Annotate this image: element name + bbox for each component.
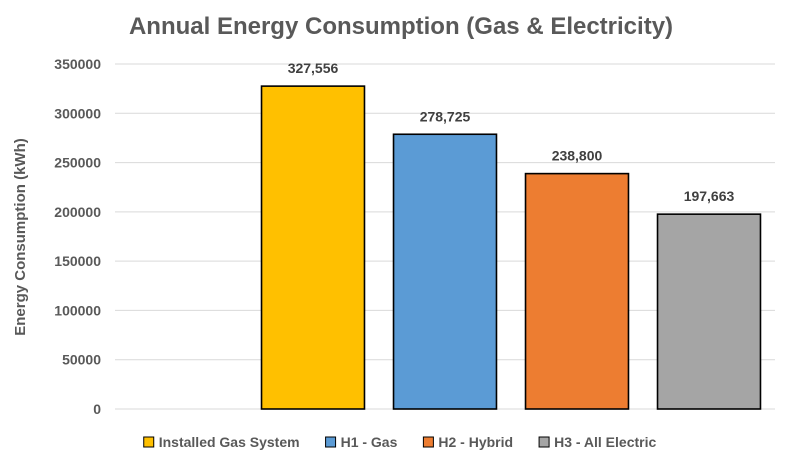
data-label-1: 278,725: [420, 108, 471, 124]
y-axis-ticks: 0 50000 100000 150000 200000 250000 300000 3500…: [54, 56, 101, 417]
y-tick-label-2: 100000: [54, 302, 101, 318]
y-tick-label-5: 250000: [54, 155, 101, 171]
y-tick-label-3: 150000: [54, 253, 101, 269]
data-label-0: 327,556: [288, 60, 339, 76]
data-labels: 327,556 278,725 238,800 197,663: [288, 60, 735, 204]
y-tick-label-0: 0: [93, 401, 101, 417]
bars: [260, 85, 762, 410]
legend-label-1: H1 - Gas: [341, 434, 398, 450]
bar-0: [260, 85, 366, 410]
legend-label-3: H3 - All Electric: [554, 434, 656, 450]
data-label-3: 197,663: [684, 188, 735, 204]
y-tick-label-4: 200000: [54, 204, 101, 220]
y-tick-label-1: 50000: [62, 352, 101, 368]
legend-swatch-2: [422, 436, 434, 448]
y-tick-label-7: 350000: [54, 56, 101, 72]
legend-label-0: Installed Gas System: [159, 434, 300, 450]
legend-swatch-3: [538, 436, 550, 448]
y-tick-label-6: 300000: [54, 105, 101, 121]
legend: Installed Gas System H1 - Gas H2 - Hybrid H…: [143, 434, 656, 450]
legend-label-2: H2 - Hybrid: [438, 434, 513, 450]
data-label-2: 238,800: [552, 148, 603, 164]
chart-title: Annual Energy Consumption (Gas & Electri…: [129, 13, 673, 40]
legend-swatch-1: [325, 436, 337, 448]
y-axis-label: Energy Consumption (kWh): [12, 138, 29, 336]
bar-3: [656, 213, 762, 410]
bar-1: [392, 133, 498, 410]
bar-2: [524, 172, 630, 410]
legend-swatch-0: [143, 436, 155, 448]
